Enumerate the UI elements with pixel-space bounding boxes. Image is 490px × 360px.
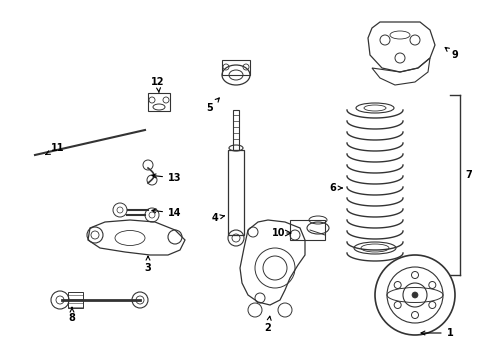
- Text: 10: 10: [271, 228, 285, 238]
- Text: 7: 7: [465, 170, 472, 180]
- Text: 14: 14: [152, 208, 181, 218]
- Text: 8: 8: [69, 307, 75, 323]
- Text: 12: 12: [151, 77, 165, 93]
- Text: 6: 6: [330, 183, 343, 193]
- Bar: [68, 292, 83, 308]
- Text: 1: 1: [421, 328, 453, 338]
- Bar: [222, 60, 250, 75]
- Text: 11: 11: [46, 143, 65, 154]
- Text: 4: 4: [212, 213, 224, 223]
- Circle shape: [412, 292, 418, 298]
- Text: 2: 2: [265, 316, 271, 333]
- Text: 5: 5: [207, 98, 219, 113]
- Bar: [233, 110, 239, 150]
- Bar: [148, 93, 170, 111]
- Text: 3: 3: [145, 256, 151, 273]
- Bar: [290, 220, 325, 240]
- Text: 13: 13: [152, 173, 181, 183]
- Text: 9: 9: [445, 48, 458, 60]
- Bar: [228, 150, 244, 235]
